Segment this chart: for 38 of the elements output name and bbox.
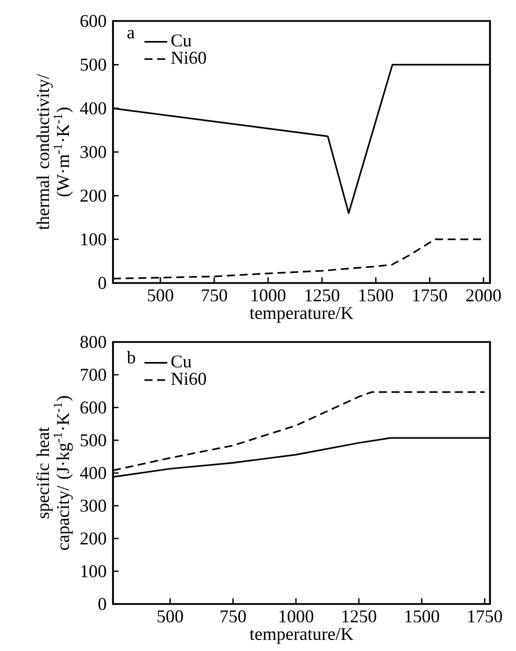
y-tick-label: 700 (80, 368, 106, 381)
y-tick-label: 200 (80, 190, 106, 202)
x-tick-label: 2000 (466, 289, 501, 302)
x-tick-label: 500 (148, 289, 174, 302)
x-axis-title: temperature/K (250, 628, 354, 644)
x-tick-label: 1500 (405, 610, 440, 622)
x-tick-label: 1250 (306, 289, 340, 302)
x-tick-label: 1000 (252, 289, 286, 302)
x-axis-title: temperature/K (250, 307, 354, 323)
y-tick-label: 800 (80, 336, 106, 348)
y-tick-label: 500 (80, 434, 106, 446)
y-tick-label: 600 (80, 14, 106, 28)
y-tick-label: 400 (80, 466, 106, 480)
x-tick-label: 500 (158, 610, 183, 622)
y-tick-label: 100 (81, 565, 106, 578)
x-tick-label: 1750 (468, 610, 502, 622)
y-tick-label: 600 (80, 401, 106, 414)
y-tick-label: 500 (80, 58, 106, 71)
x-tick-label: 1500 (359, 289, 394, 302)
legend-label: Ni60 (171, 52, 206, 64)
legend-label: Cu (171, 34, 192, 47)
x-tick-label: 1750 (413, 289, 447, 302)
y-axis-title: specific heat capacity/ (J·kg$^{-1}$·K$^{-1}$) (36, 396, 73, 550)
y-tick-label: 0 (98, 598, 106, 610)
legend-label: Cu (171, 355, 192, 368)
y-tick-label: 0 (98, 276, 106, 290)
x-tick-label: 750 (202, 289, 228, 302)
annotation: a (127, 30, 135, 38)
x-tick-label: 1250 (342, 610, 376, 622)
y-tick-label: 300 (80, 500, 106, 512)
x-tick-label: 750 (220, 610, 246, 622)
x-tick-label: 1000 (280, 610, 314, 622)
y-tick-label: 200 (80, 532, 106, 545)
legend-label: Ni60 (171, 372, 206, 385)
y-tick-label: 100 (81, 233, 106, 246)
y-tick-label: 300 (80, 146, 106, 158)
y-tick-label: 400 (80, 102, 106, 114)
annotation: b (126, 350, 136, 364)
